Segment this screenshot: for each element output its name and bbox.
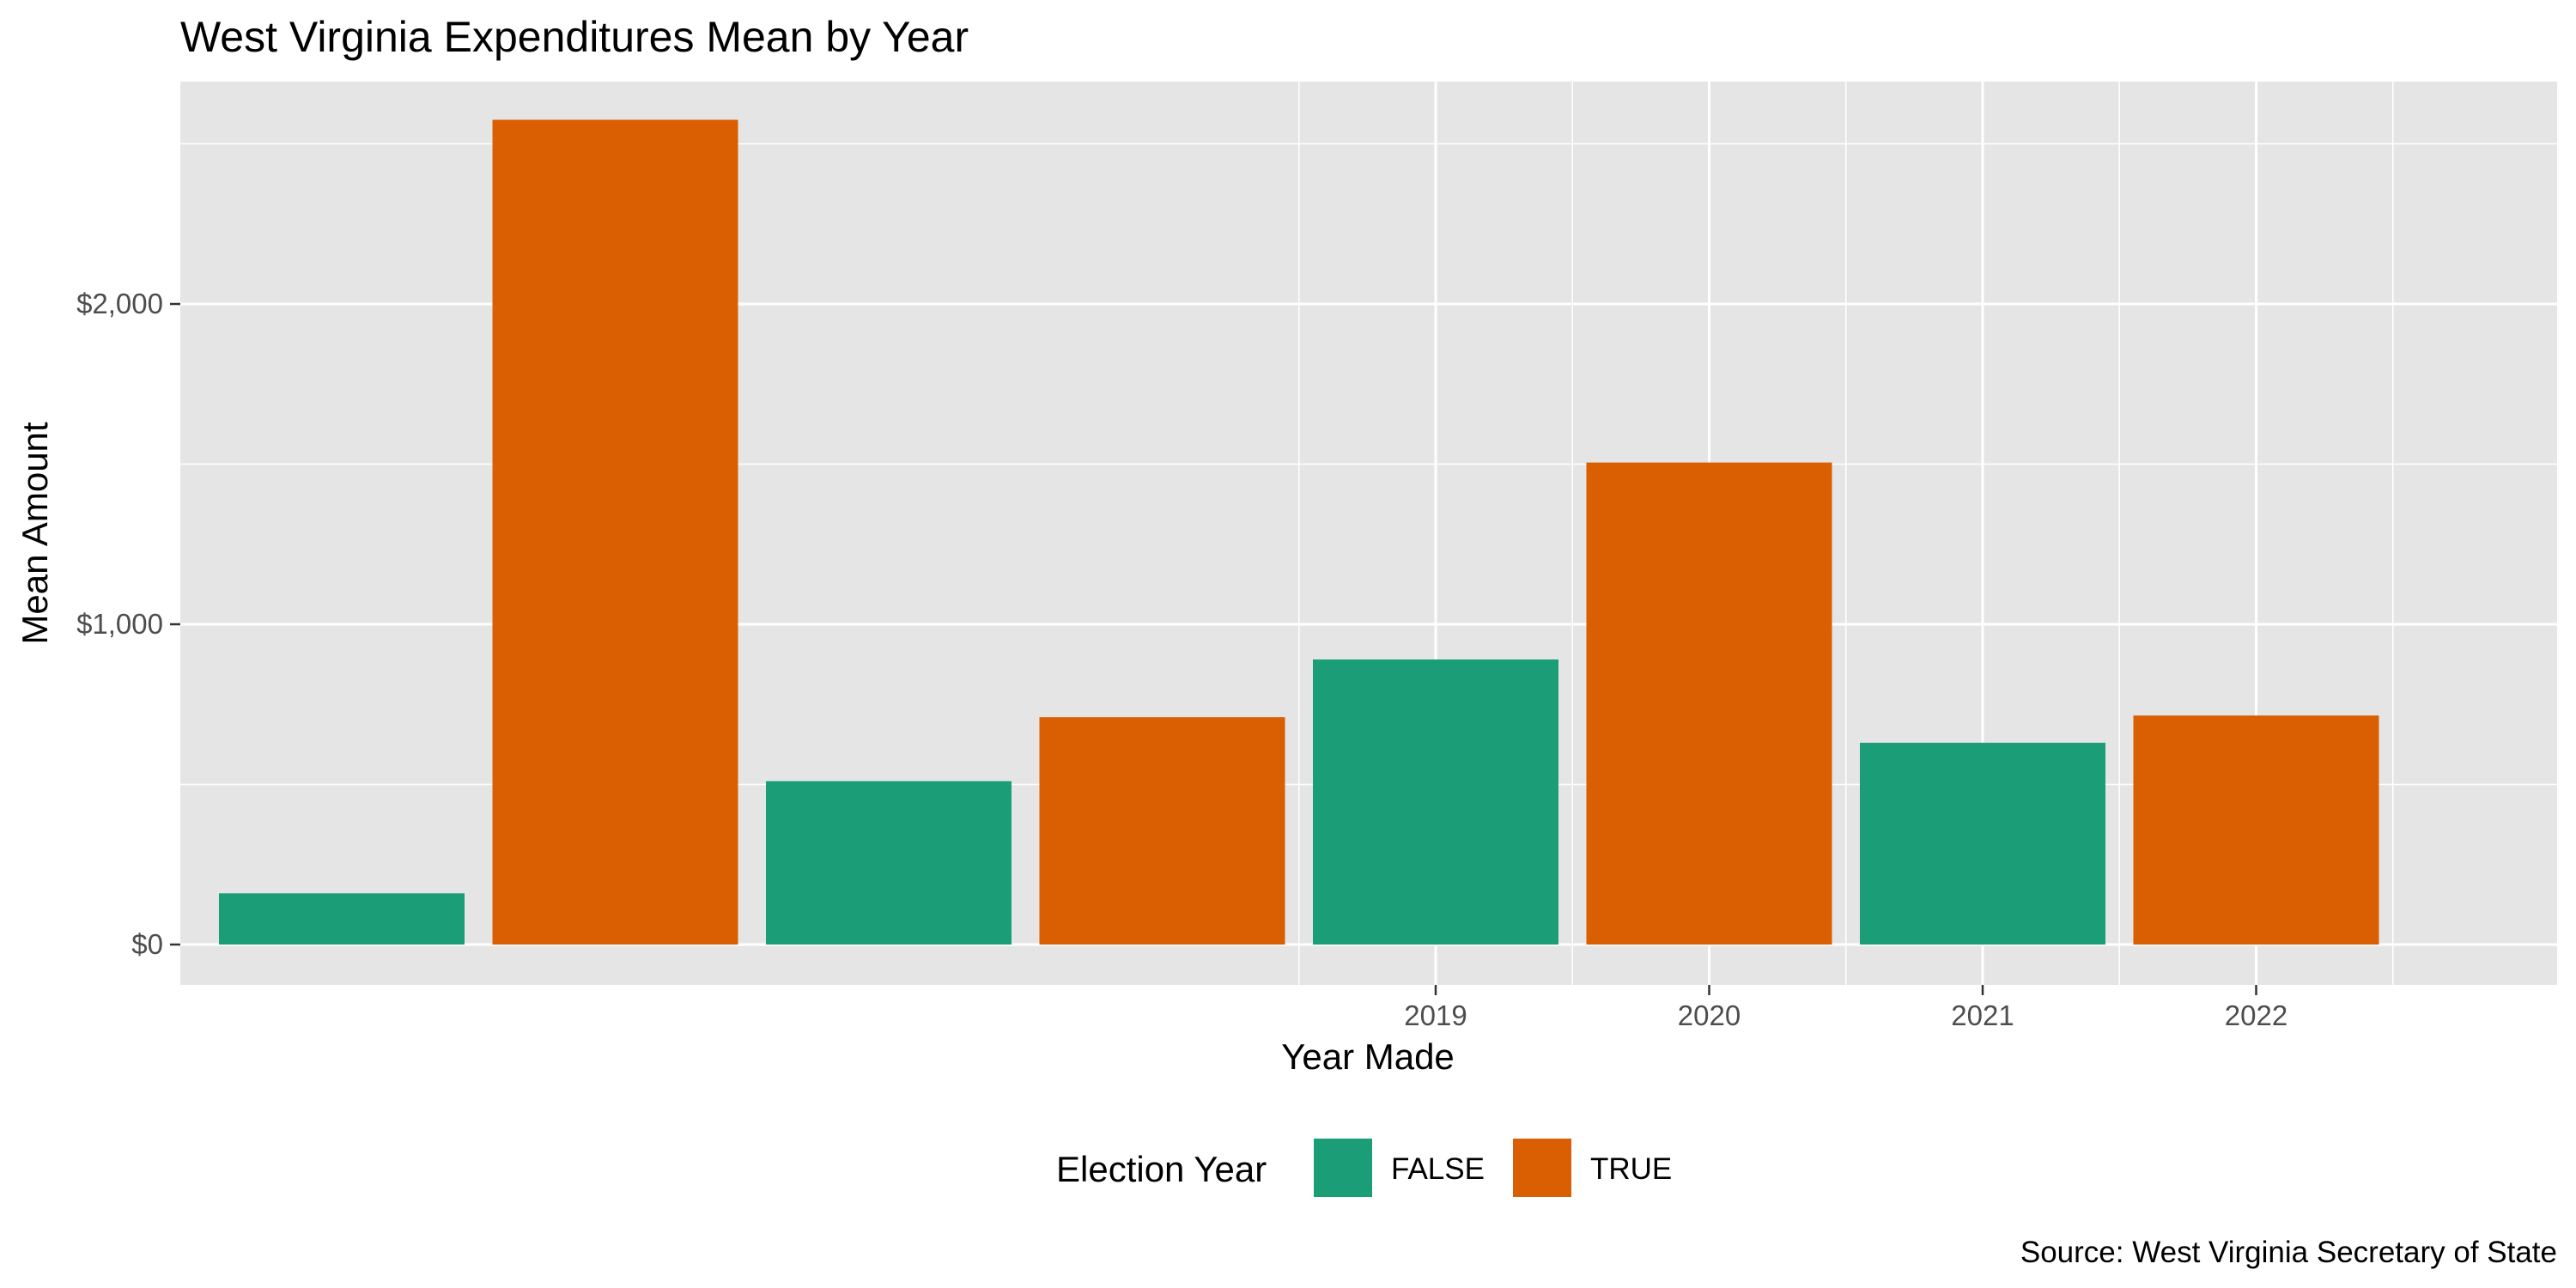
legend-title: Election Year — [1056, 1149, 1267, 1189]
bar — [1586, 462, 1832, 945]
x-tick-label: 2020 — [1678, 999, 1741, 1031]
y-axis-title: Mean Amount — [15, 422, 55, 644]
bars — [219, 119, 2379, 945]
x-tick-label: 2021 — [1951, 999, 2014, 1031]
bar — [492, 119, 738, 945]
bar — [1860, 743, 2105, 945]
legend-swatch-false — [1314, 1139, 1372, 1197]
y-tick-label: $1,000 — [76, 608, 163, 640]
bar — [1039, 717, 1285, 945]
x-tick-label: 2019 — [1404, 999, 1467, 1031]
legend: Election Year FALSE TRUE — [1056, 1139, 1672, 1197]
bar — [219, 893, 465, 945]
x-axis-ticks: 2019 2020 2021 2022 — [1404, 985, 2287, 1031]
bar — [2133, 715, 2379, 945]
y-tick-label: $0 — [131, 928, 163, 960]
y-axis-ticks: $0 $1,000 $2,000 — [76, 288, 180, 960]
y-tick-label: $2,000 — [76, 288, 163, 319]
legend-label-false: FALSE — [1391, 1152, 1485, 1186]
legend-swatch-true — [1513, 1139, 1571, 1197]
legend-label-true: TRUE — [1590, 1152, 1672, 1186]
bar — [1313, 659, 1558, 945]
chart-title: West Virginia Expenditures Mean by Year — [180, 13, 969, 61]
bar — [766, 781, 1012, 945]
x-tick-label: 2022 — [2225, 999, 2287, 1031]
x-axis-title: Year Made — [1281, 1036, 1455, 1077]
chart-caption: Source: West Virginia Secretary of State — [2020, 1236, 2557, 1269]
